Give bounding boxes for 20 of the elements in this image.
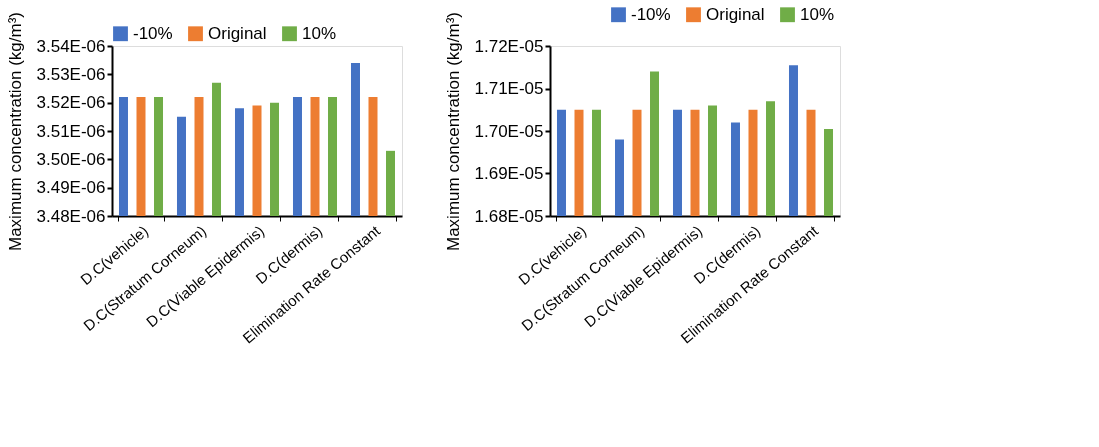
legend-label: -10%: [631, 4, 671, 24]
y-tick-label: 3.52E-06: [36, 93, 106, 113]
y-tick-label: 1.71E-05: [474, 79, 544, 98]
y-tick-label: 1.68E-05: [474, 206, 544, 226]
y-tick-label: 3.51E-06: [36, 121, 106, 141]
y-tick-label: 3.54E-06: [36, 36, 106, 56]
legend-label: 10%: [302, 23, 337, 43]
legend-label: Original: [706, 4, 765, 24]
legend-label: Original: [208, 23, 267, 43]
y-tick-label: 1.69E-05: [474, 164, 544, 183]
y-tick-label: 1.72E-05: [474, 36, 544, 56]
y-tick-label: 3.48E-06: [36, 206, 106, 226]
y-tick-label: 3.50E-06: [36, 149, 106, 169]
legend-label: -10%: [133, 23, 173, 43]
y-tick-label: 3.49E-06: [36, 178, 106, 198]
y-tick-label: 1.70E-05: [474, 121, 544, 141]
legend-label: 10%: [800, 4, 835, 24]
y-axis-title: Maximum concentration (kg/m³): [5, 11, 25, 252]
y-tick-label: 3.53E-06: [36, 64, 106, 84]
y-axis-title: Maximum concentration (kg/m³): [443, 11, 463, 252]
